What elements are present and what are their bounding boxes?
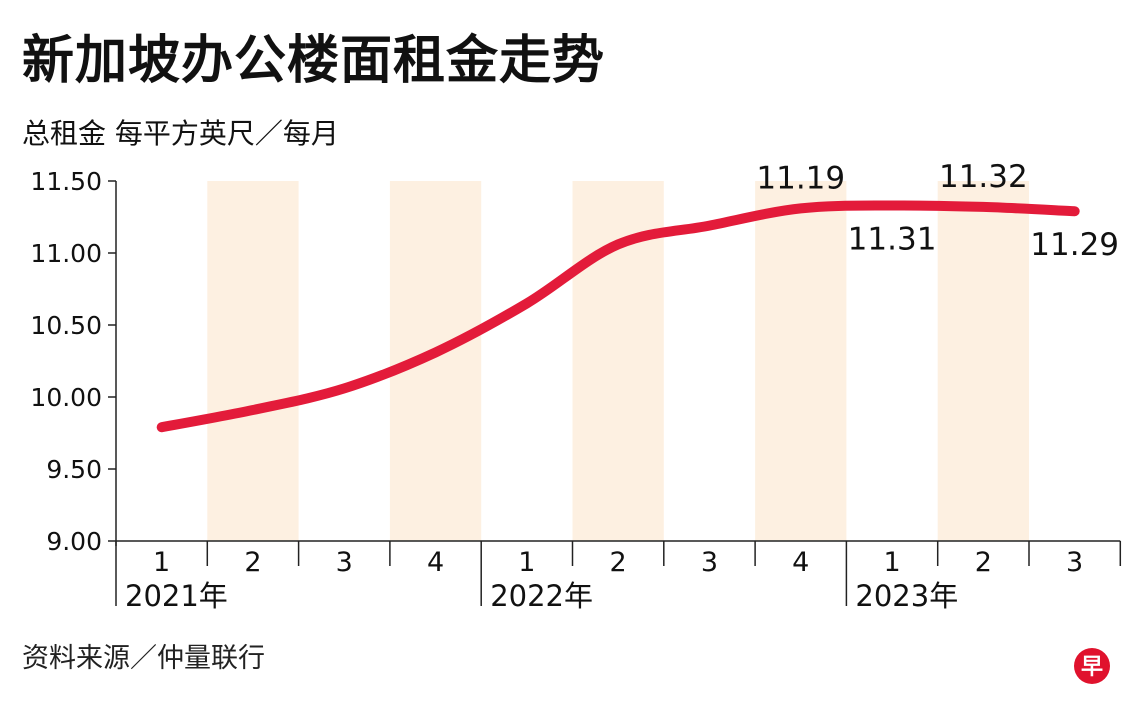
x-tick-label: 2 (610, 547, 627, 578)
y-tick-label: 11.00 (30, 239, 102, 268)
data-label: 11.31 (848, 221, 937, 257)
zaobao-logo: 早 (1074, 648, 1110, 684)
x-tick-label: 4 (792, 547, 809, 578)
x-tick-label: 2 (244, 547, 261, 578)
shaded-band (207, 181, 299, 541)
x-tick-label: 4 (427, 547, 444, 578)
y-tick-label: 11.50 (30, 167, 102, 196)
data-label: 11.32 (939, 159, 1028, 195)
shaded-band (389, 181, 482, 541)
svg-text:早: 早 (1081, 655, 1103, 680)
x-tick-label: 3 (701, 547, 718, 578)
year-label: 2022年 (490, 579, 593, 613)
y-tick-label: 10.50 (30, 311, 102, 340)
shaded-bands (207, 181, 1029, 541)
year-label: 2021年 (125, 579, 228, 613)
axes: 9.00 9.50 10.00 10.50 11.00 11.50 1 2 3 4 1 2 3 4 1 2 3 2… (30, 167, 1122, 613)
x-tick-label: 1 (153, 547, 170, 578)
data-label: 11.19 (756, 160, 845, 196)
y-tick-label: 9.00 (46, 527, 102, 556)
series-line (156, 200, 1080, 433)
x-tick-label: 3 (336, 547, 353, 578)
chart-subtitle: 总租金 每平方英尺／每月 (22, 117, 339, 150)
year-label: 2023年 (855, 579, 958, 613)
series (156, 200, 1080, 433)
shaded-band (755, 181, 847, 541)
x-tick-label: 2 (975, 547, 992, 578)
x-tick-label: 3 (1066, 547, 1083, 578)
data-label: 11.29 (1030, 227, 1119, 263)
y-tick-label: 10.00 (30, 383, 102, 412)
x-tick-label: 1 (518, 547, 535, 578)
chart-title: 新加坡办公楼面租金走势 (22, 31, 606, 91)
x-tick-label: 1 (883, 547, 900, 578)
source-note: 资料来源／仲量联行 (22, 643, 265, 674)
shaded-band (937, 181, 1029, 541)
y-tick-label: 9.50 (46, 455, 102, 484)
